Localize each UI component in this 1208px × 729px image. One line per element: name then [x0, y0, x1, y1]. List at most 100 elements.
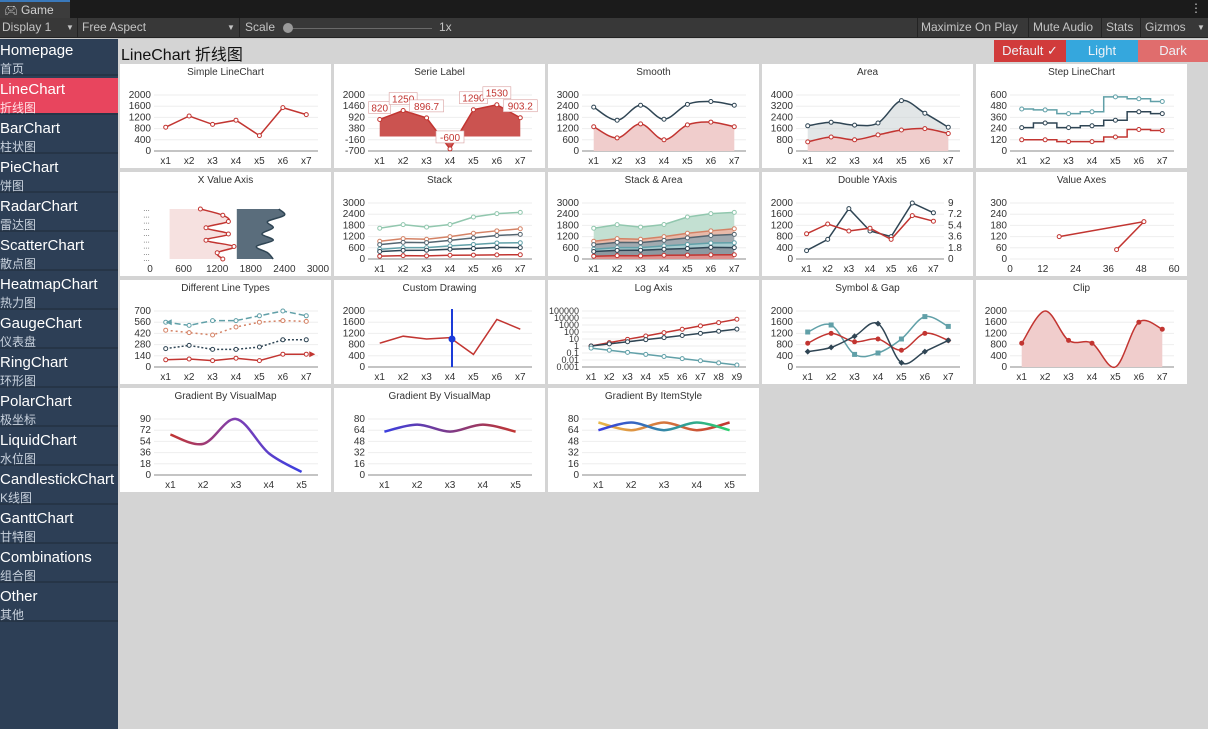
y-tick-label: 100000: [549, 306, 579, 316]
data-point: [377, 242, 383, 248]
chart-card[interactable]: Area 0 800 1600 2400 3200 4000 x1 x2 x3 x4 x5 x6 x7: [762, 64, 973, 168]
data-point: [163, 346, 169, 352]
menu-item-scatterchart[interactable]: ScatterChart 散点图: [0, 234, 118, 271]
scale-slider-track[interactable]: [288, 28, 432, 29]
chart-card[interactable]: Custom Drawing 0 400 800 1200 1600 2000 x1 x2 x3 x…: [334, 280, 545, 384]
y-tick-label: 72: [140, 425, 152, 436]
menu-item-radarchart[interactable]: RadarChart 雷达图: [0, 195, 118, 232]
chart-card[interactable]: Simple LineChart 0 400 800 1200 1600 2000 x1 x2 x…: [120, 64, 331, 168]
x-tick-label: x1: [1016, 156, 1027, 167]
data-point: [303, 337, 309, 343]
data-point: [447, 146, 453, 152]
theme-dark-button[interactable]: Dark: [1138, 40, 1208, 62]
menu-item-barchart[interactable]: BarChart 柱状图: [0, 117, 118, 154]
data-point: [1066, 337, 1072, 343]
stats-toggle[interactable]: Stats: [1106, 20, 1134, 34]
menu-item-linechart[interactable]: LineChart 折线图: [0, 78, 118, 115]
chart-type-menu: Homepage 首页 LineChart 折线图 BarChart 柱状图 PieChar…: [0, 39, 118, 729]
data-point: [716, 320, 722, 326]
scale-slider-handle[interactable]: [283, 23, 293, 33]
x-tick-label: x6: [706, 156, 717, 167]
data-point: [447, 246, 453, 252]
menu-item-sublabel: 环形图: [0, 374, 37, 388]
data-point: [846, 228, 852, 234]
data-point: [424, 240, 430, 246]
x-tick-label: x4: [873, 156, 884, 167]
menu-item-homepage[interactable]: Homepage 首页: [0, 39, 118, 76]
aspect-dropdown[interactable]: Free Aspect: [82, 18, 146, 37]
display-dropdown-arrow-icon[interactable]: ▼: [66, 23, 74, 32]
menu-item-ringchart[interactable]: RingChart 环形图: [0, 351, 118, 388]
data-point: [1159, 326, 1165, 332]
x-tick-label: x3: [421, 372, 432, 383]
chart-card[interactable]: Gradient By VisualMap 0 18 36 54 72 90 x1 x2 x3 x4…: [120, 388, 331, 492]
data-point: [1019, 137, 1025, 143]
y-tick-label: 64: [568, 425, 580, 436]
kebab-menu-icon[interactable]: ⋮: [1190, 1, 1202, 15]
chart-card[interactable]: Clip 0 400 800 1200 1600 2000 x1 x2 x3 x4 x5 x6 x7: [976, 280, 1187, 384]
menu-item-liquidchart[interactable]: LiquidChart 水位图: [0, 429, 118, 466]
y2-tick-label: 5.4: [948, 220, 962, 231]
chart-card[interactable]: Smooth 0 600 1200 1800 2400 3000 x1 x2 x3 x4 x5 x6 x7: [548, 64, 759, 168]
menu-item-polarchart[interactable]: PolarChart 极坐标: [0, 390, 118, 427]
chart-card[interactable]: Stack 0 600 1200 1800 2400 3000 x1 x2 x3 x4 x5 x6 x7: [334, 172, 545, 276]
y-tick-label: 0: [359, 254, 365, 265]
data-point: [867, 225, 873, 231]
menu-item-gaugechart[interactable]: GaugeChart 仪表盘: [0, 312, 118, 349]
chart-card[interactable]: Different Line Types 0 140 280 420 560 700 x1 x2…: [120, 280, 331, 384]
chart-card[interactable]: Double YAxis 0 400 800 1200 1600 2000 0 1.8 3.6 5.…: [762, 172, 973, 276]
y-tick-label: 2000: [985, 306, 1008, 317]
chart-card[interactable]: Log Axis 0.001 0.01 0.1 1 10 100 1000 10000 10000…: [548, 280, 759, 384]
mute-audio-toggle[interactable]: Mute Audio: [1033, 20, 1094, 34]
data-point: [684, 241, 690, 247]
aspect-dropdown-arrow-icon[interactable]: ▼: [227, 23, 235, 32]
x-tick-label: x7: [1157, 372, 1168, 383]
menu-item-heatmapchart[interactable]: HeatmapChart 热力图: [0, 273, 118, 310]
y-tick-label: 400: [348, 351, 365, 362]
data-point: [731, 252, 737, 258]
chart-card[interactable]: Serie Label -700 -160 380 920 1460 2000 x1 x2 x3 x…: [334, 64, 545, 168]
y-tick-label: 0: [787, 146, 793, 157]
menu-item-piechart[interactable]: PieChart 饼图: [0, 156, 118, 193]
x-tick-label: x8: [713, 372, 724, 383]
data-point: [517, 252, 523, 258]
data-point: [591, 104, 597, 110]
chart-card[interactable]: Gradient By VisualMap 0 16 32 48 64 80 x1 x2 x3 x4…: [334, 388, 545, 492]
display-dropdown[interactable]: Display 1: [2, 18, 51, 37]
game-tab-label: Game: [20, 3, 54, 17]
y-tick-label: 2000: [343, 306, 366, 317]
x-tick-label: x6: [677, 372, 688, 383]
data-point: [638, 247, 644, 253]
y2-tick-label: 1.8: [948, 243, 962, 254]
chart-card[interactable]: Stack & Area 0 600 1200 1800 2400 3000 x1 x2 x3 x4…: [548, 172, 759, 276]
x-tick-label: x2: [398, 372, 409, 383]
chart-card[interactable]: Symbol & Gap 0 400 800 1200 1600 2000 x1 x2 x3 x4 x…: [762, 280, 973, 384]
theme-default-button[interactable]: Default ✓: [994, 40, 1066, 62]
y-tick-label: 90: [140, 414, 152, 425]
theme-light-button[interactable]: Light: [1066, 40, 1138, 62]
game-tab[interactable]: 🎮︎ Game: [0, 0, 70, 18]
y-tick-label: 600: [348, 243, 365, 254]
menu-item-candlestickchart[interactable]: CandlestickChart K线图: [0, 468, 118, 505]
gizmos-toggle[interactable]: Gizmos: [1145, 20, 1186, 34]
gizmos-dropdown-arrow-icon[interactable]: ▼: [1197, 23, 1205, 32]
menu-item-combinations[interactable]: Combinations 组合图: [0, 546, 118, 583]
y-tick-label: 600: [562, 243, 579, 254]
chart-card[interactable]: Step LineChart 0 120 240 360 480 600 x1 x2 x3 x4 x5…: [976, 64, 1187, 168]
menu-item-other[interactable]: Other 其他: [0, 585, 118, 622]
maximize-on-play-toggle[interactable]: Maximize On Play: [921, 20, 1018, 34]
y-tick-label: 600: [990, 90, 1007, 101]
data-point: [638, 253, 644, 259]
chart-title: Log Axis: [634, 283, 673, 294]
data-point: [400, 253, 406, 259]
data-point: [679, 332, 685, 338]
menu-item-ganttchart[interactable]: GanttChart 甘特图: [0, 507, 118, 544]
x-tick-label: x1: [160, 156, 171, 167]
chart-card[interactable]: Value Axes 0 60 120 180 240 300 0 12 24 36 48 60: [976, 172, 1187, 276]
series-area: [593, 247, 735, 257]
data-point: [851, 333, 858, 340]
y-tick-label: 48: [354, 436, 366, 447]
chart-card[interactable]: Gradient By ItemStyle 0 16 32 48 64 80 x1 x2 x3 x4…: [548, 388, 759, 492]
data-point: [945, 337, 952, 344]
chart-card[interactable]: X Value Axis 0 600 1200 1800 2400 3000………………………: [120, 172, 331, 276]
